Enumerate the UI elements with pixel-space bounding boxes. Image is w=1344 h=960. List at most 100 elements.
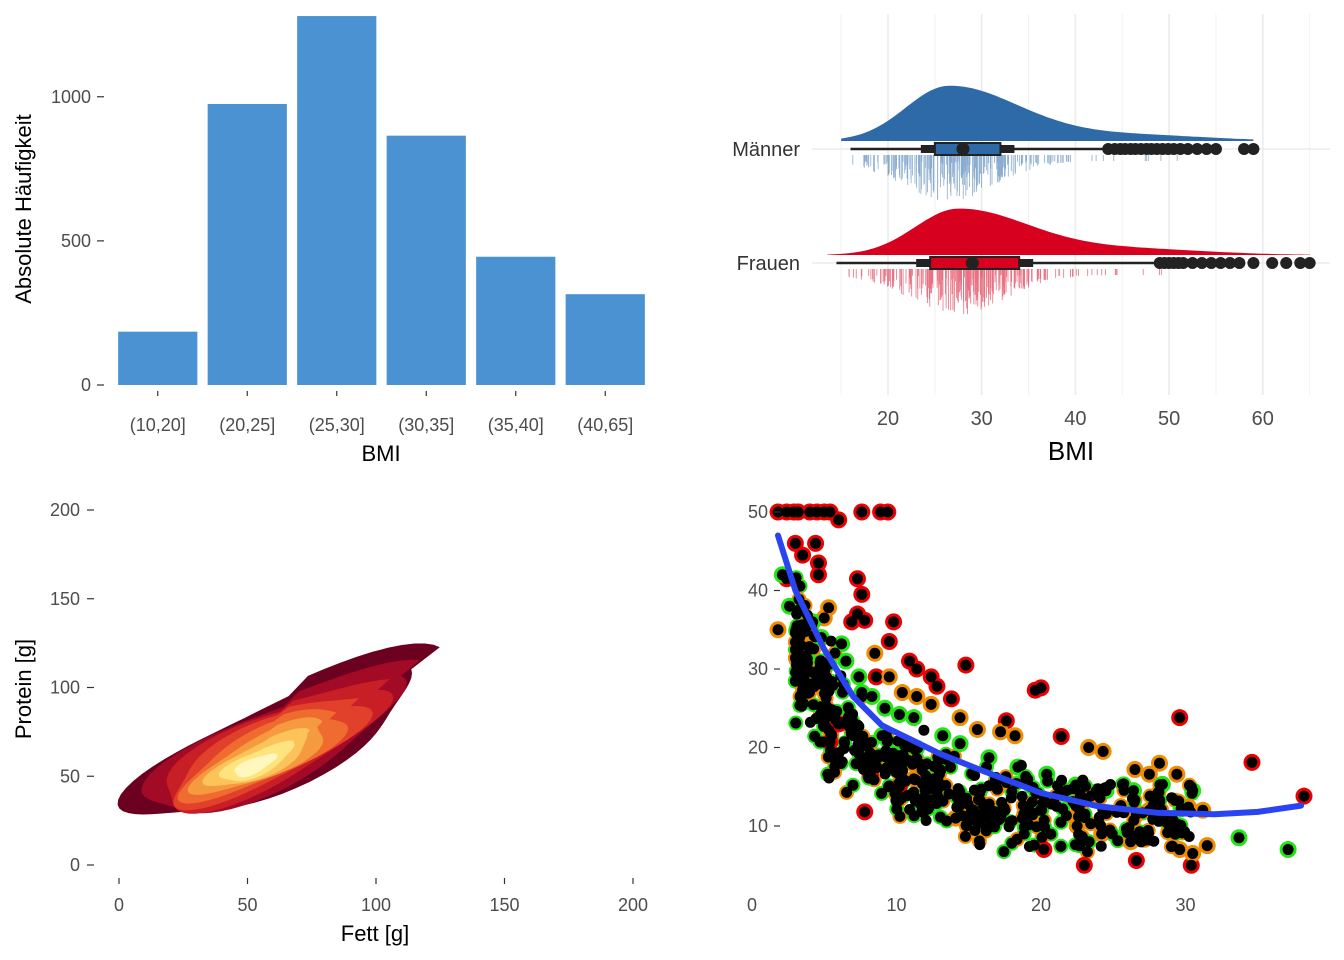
data-point xyxy=(945,761,956,773)
data-point xyxy=(1052,780,1063,792)
y-tick-label: 0 xyxy=(81,375,91,395)
density-x-axis-label: Fett [g] xyxy=(341,921,409,946)
data-point xyxy=(847,708,859,720)
data-point xyxy=(916,793,928,805)
data-point xyxy=(1096,828,1108,840)
data-point xyxy=(911,663,923,675)
data-point xyxy=(1118,784,1130,796)
data-point xyxy=(1070,839,1082,851)
data-point xyxy=(1185,859,1197,871)
trend-line xyxy=(775,532,1305,818)
outlier-point xyxy=(1214,257,1227,269)
data-point xyxy=(841,786,853,798)
data-point xyxy=(899,740,911,752)
density-panel: 0 50 100 150 200 0 50 100 150 200 Fett [g] Protei… xyxy=(11,500,648,946)
data-point xyxy=(1009,730,1021,742)
data-point xyxy=(908,786,920,798)
bar-x-axis-label: BMI xyxy=(361,441,400,466)
x-tick-label: 0 xyxy=(114,895,124,915)
x-tick-label: 0 xyxy=(747,895,757,915)
data-point xyxy=(937,730,949,742)
data-point xyxy=(858,759,870,771)
raincloud-x-axis-label: BMI xyxy=(1048,436,1094,466)
x-tick-label: 20 xyxy=(1031,895,1051,915)
data-point xyxy=(812,672,824,684)
data-point xyxy=(824,736,836,748)
data-point xyxy=(868,749,880,761)
data-point xyxy=(820,692,832,704)
data-point xyxy=(856,506,868,518)
data-point xyxy=(1070,779,1082,791)
data-point xyxy=(1038,844,1050,856)
data-point xyxy=(954,738,966,750)
data-point xyxy=(902,754,914,766)
outlier-point xyxy=(1303,257,1316,269)
data-point xyxy=(931,680,943,692)
scatter-panel: 0 10 20 30 10 20 30 40 50 xyxy=(747,502,1313,915)
data-point xyxy=(908,712,920,724)
data-point xyxy=(961,820,972,832)
data-point xyxy=(925,671,937,683)
y-tick-label: 1000 xyxy=(51,87,91,107)
data-point xyxy=(850,758,862,770)
data-point xyxy=(974,795,986,807)
outlier-point xyxy=(1266,257,1279,269)
data-point xyxy=(1093,811,1105,823)
data-point xyxy=(1129,763,1141,775)
data-point xyxy=(1057,803,1069,815)
data-point xyxy=(1012,761,1024,773)
y-tick-label: 500 xyxy=(61,231,91,251)
outlier-point xyxy=(1191,143,1204,155)
data-point xyxy=(833,718,845,730)
data-point xyxy=(1153,757,1165,769)
median-point xyxy=(965,256,979,270)
data-point xyxy=(1055,816,1067,828)
bar xyxy=(386,135,466,385)
density-axes: 0 50 100 150 200 0 50 100 150 200 xyxy=(50,500,648,915)
data-point xyxy=(840,655,852,667)
raincloud-marks xyxy=(827,85,1316,315)
data-point xyxy=(1016,790,1028,802)
x-tick-label: (25,30] xyxy=(309,415,365,435)
data-point xyxy=(893,709,905,721)
x-tick-label: 30 xyxy=(971,408,993,430)
data-point xyxy=(871,762,883,773)
data-point xyxy=(952,783,964,795)
outlier-point xyxy=(1195,257,1208,269)
x-tick-label: 30 xyxy=(1175,895,1195,915)
data-point xyxy=(815,659,827,671)
data-point xyxy=(1174,844,1186,856)
outlier-point xyxy=(1238,143,1251,155)
data-point xyxy=(1017,799,1029,811)
data-point xyxy=(853,748,865,760)
outlier-point xyxy=(1177,257,1190,269)
bar-axes: (10,20] (20,25] (25,30] (30,35] (35,40] (40,6… xyxy=(51,87,633,435)
outlier-point xyxy=(1200,143,1213,155)
data-point xyxy=(920,815,932,826)
data-point xyxy=(792,506,804,518)
data-point xyxy=(810,537,822,549)
data-point xyxy=(1100,785,1112,797)
data-point xyxy=(864,768,876,780)
data-point xyxy=(919,784,931,796)
data-point xyxy=(928,781,940,793)
bar-series xyxy=(118,16,645,385)
data-point xyxy=(961,792,972,804)
outlier-point xyxy=(1224,257,1237,269)
x-tick-label: 50 xyxy=(237,895,257,915)
data-point xyxy=(869,647,881,659)
data-point xyxy=(974,839,986,851)
group-label: Männer xyxy=(732,139,800,161)
data-point xyxy=(826,676,838,687)
data-point xyxy=(893,795,905,806)
outlier-point xyxy=(1186,257,1199,269)
data-point xyxy=(1055,731,1067,743)
x-tick-label: (35,40] xyxy=(488,415,544,435)
bar xyxy=(297,16,377,385)
density-half-violin xyxy=(841,85,1254,141)
data-point xyxy=(804,716,816,728)
data-point xyxy=(1095,819,1106,831)
scatter-axes: 0 10 20 30 10 20 30 40 50 xyxy=(747,502,1196,915)
scatter-trend xyxy=(775,532,1305,818)
